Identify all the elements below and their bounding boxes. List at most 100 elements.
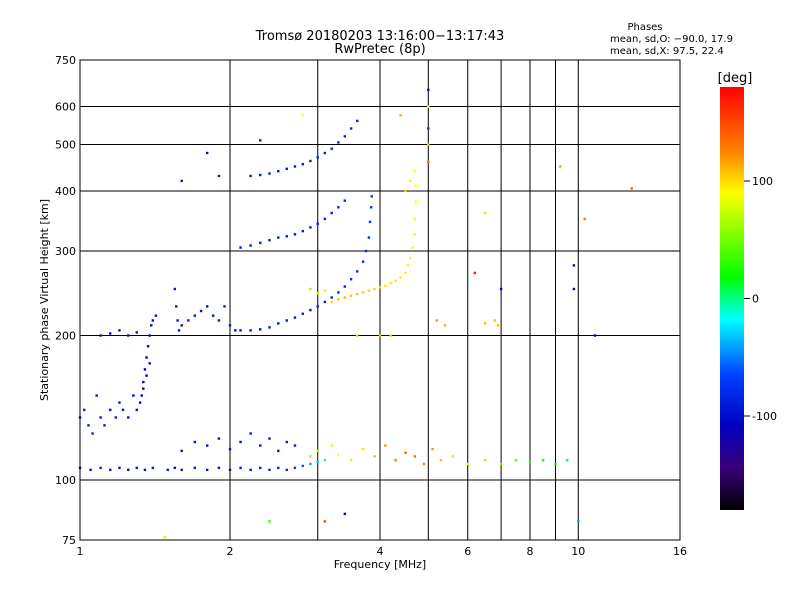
data-point [176, 319, 179, 322]
data-point [205, 305, 209, 308]
data-point [496, 324, 500, 327]
data-point [378, 334, 382, 337]
data-point [337, 206, 340, 209]
data-point [285, 440, 288, 444]
data-point [394, 279, 397, 283]
data-point [239, 246, 242, 249]
data-point [309, 308, 312, 312]
data-point [228, 324, 232, 327]
data-point [180, 324, 183, 327]
data-point [399, 276, 402, 279]
y-tick-label: 750 [55, 54, 76, 67]
colorbar-ticks: 100 0 -100 [744, 175, 777, 423]
data-point [330, 147, 333, 150]
data-point [145, 356, 148, 359]
data-point [337, 291, 340, 294]
data-point [239, 466, 242, 470]
data-point [173, 287, 177, 291]
data-point [166, 468, 169, 472]
data-point [337, 453, 340, 456]
data-point [399, 114, 402, 117]
data-point [135, 408, 138, 412]
data-point [309, 462, 312, 466]
data-point [259, 328, 262, 331]
data-point [91, 432, 94, 435]
data-point [268, 520, 271, 523]
data-point [140, 394, 143, 397]
data-point [293, 165, 297, 168]
data-point [138, 401, 142, 404]
data-point [514, 458, 518, 462]
data-point [109, 332, 112, 335]
data-point [367, 289, 371, 292]
data-point [413, 455, 417, 458]
data-point [404, 451, 407, 454]
colorbar-tick-label: -100 [752, 410, 777, 423]
data-point [150, 324, 153, 327]
data-point [411, 246, 414, 249]
data-point [301, 162, 305, 166]
data-point [361, 291, 365, 294]
data-point [384, 284, 387, 287]
data-point [316, 222, 319, 225]
data-point [361, 260, 365, 263]
data-point [239, 329, 242, 332]
data-point [259, 139, 262, 142]
y-tick-label: 600 [55, 101, 76, 114]
data-point [370, 195, 373, 198]
data-point [349, 458, 353, 462]
data-point [404, 189, 407, 193]
data-point [199, 309, 203, 313]
data-point [343, 512, 347, 516]
data-point [343, 285, 347, 288]
y-axis-label: Stationary phase Virtual Height [km] [38, 199, 51, 401]
data-point [355, 270, 359, 273]
data-point [217, 174, 221, 178]
data-point [135, 466, 138, 470]
data-point [368, 220, 372, 224]
data-point [541, 458, 545, 462]
x-tick-label: 2 [227, 545, 234, 558]
data-point [630, 187, 633, 190]
data-point [413, 217, 417, 221]
data-point [443, 324, 447, 327]
y-tick-label: 300 [55, 245, 76, 258]
data-point [422, 462, 426, 466]
data-point [293, 233, 297, 236]
data-point [343, 135, 347, 138]
data-point [466, 462, 469, 466]
data-point [145, 374, 148, 377]
data-point [268, 326, 271, 329]
data-point [343, 199, 347, 202]
data-point [499, 287, 503, 291]
data-point [316, 460, 319, 464]
x-tick-label: 8 [527, 545, 534, 558]
data-point [404, 271, 407, 275]
data-point [249, 244, 252, 247]
data-point [361, 447, 365, 451]
data-point [427, 105, 430, 108]
data-points [78, 88, 633, 539]
y-axis-ticks: 75 100 200 300 400 500 600 750 [55, 54, 76, 547]
data-point [384, 444, 387, 447]
data-point [205, 468, 209, 472]
data-point [268, 238, 271, 242]
data-point [193, 314, 197, 317]
data-point [109, 408, 112, 412]
data-point [355, 119, 359, 123]
data-point [142, 387, 145, 390]
data-point [268, 172, 271, 175]
colorbar-tick-label: 100 [752, 175, 773, 188]
data-point [154, 314, 158, 317]
data-point [118, 401, 121, 404]
data-point [268, 437, 271, 440]
data-point [406, 264, 410, 267]
data-point [301, 464, 305, 468]
data-point [427, 127, 430, 130]
data-point [323, 289, 327, 292]
data-point [109, 468, 112, 472]
colorbar-tick-label: 0 [752, 293, 759, 306]
data-point [330, 444, 333, 447]
data-point [293, 316, 297, 319]
